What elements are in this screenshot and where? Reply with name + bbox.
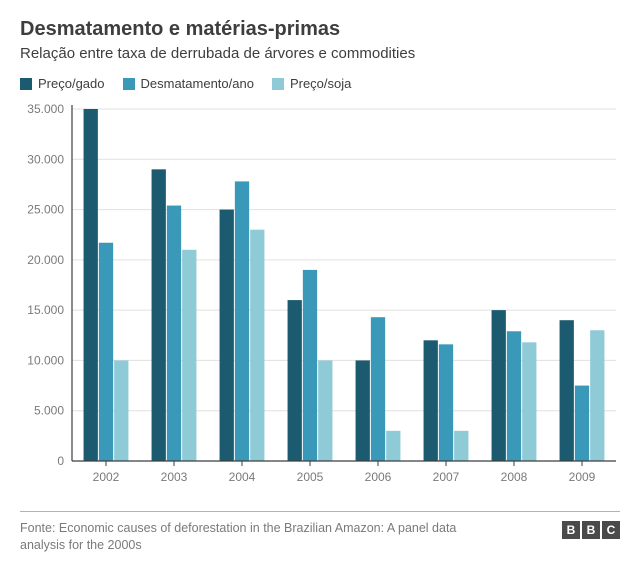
svg-text:2002: 2002 bbox=[93, 470, 120, 484]
legend-item: Preço/gado bbox=[20, 76, 105, 91]
bar bbox=[235, 181, 249, 461]
svg-text:5.000: 5.000 bbox=[34, 404, 64, 418]
legend-item: Preço/soja bbox=[272, 76, 351, 91]
bar bbox=[454, 431, 468, 461]
svg-text:15.000: 15.000 bbox=[27, 303, 64, 317]
bar bbox=[439, 344, 453, 461]
legend-label: Desmatamento/ano bbox=[141, 76, 254, 91]
bar bbox=[575, 386, 589, 461]
chart-subtitle: Relação entre taxa de derrubada de árvor… bbox=[20, 45, 620, 62]
bbc-block: B bbox=[562, 521, 580, 539]
bar bbox=[386, 431, 400, 461]
svg-text:20.000: 20.000 bbox=[27, 253, 64, 267]
footer: Fonte: Economic causes of deforestation … bbox=[20, 511, 620, 554]
legend-swatch bbox=[272, 78, 284, 90]
bar bbox=[220, 210, 234, 461]
bar bbox=[492, 310, 506, 461]
bar bbox=[560, 320, 574, 461]
legend: Preço/gado Desmatamento/ano Preço/soja bbox=[20, 76, 620, 91]
bar bbox=[152, 169, 166, 461]
bar bbox=[114, 360, 128, 461]
bar bbox=[303, 270, 317, 461]
bar bbox=[522, 342, 536, 461]
source-text: Fonte: Economic causes of deforestation … bbox=[20, 520, 500, 554]
svg-text:2005: 2005 bbox=[297, 470, 324, 484]
bar bbox=[424, 340, 438, 461]
bar bbox=[507, 331, 521, 461]
bbc-block: B bbox=[582, 521, 600, 539]
bar bbox=[182, 250, 196, 461]
bar bbox=[590, 330, 604, 461]
svg-text:2009: 2009 bbox=[569, 470, 596, 484]
bar bbox=[356, 360, 370, 461]
legend-item: Desmatamento/ano bbox=[123, 76, 254, 91]
svg-text:25.000: 25.000 bbox=[27, 203, 64, 217]
bar bbox=[318, 360, 332, 461]
svg-text:30.000: 30.000 bbox=[27, 152, 64, 166]
svg-text:2004: 2004 bbox=[229, 470, 256, 484]
legend-label: Preço/gado bbox=[38, 76, 105, 91]
svg-text:2007: 2007 bbox=[433, 470, 460, 484]
svg-text:2008: 2008 bbox=[501, 470, 528, 484]
bbc-logo: BBC bbox=[562, 521, 620, 539]
svg-text:35.000: 35.000 bbox=[27, 102, 64, 116]
bar-chart: 0 5.000 10.000 15.000 20.000 25.000 30.000 35.0… bbox=[20, 101, 620, 501]
svg-text:2006: 2006 bbox=[365, 470, 392, 484]
bar bbox=[371, 317, 385, 461]
bar bbox=[84, 109, 98, 461]
legend-label: Preço/soja bbox=[290, 76, 351, 91]
bar bbox=[99, 243, 113, 461]
bar bbox=[167, 206, 181, 461]
svg-text:10.000: 10.000 bbox=[27, 353, 64, 367]
legend-swatch bbox=[20, 78, 32, 90]
chart-svg: 0 5.000 10.000 15.000 20.000 25.000 30.000 35.0… bbox=[20, 101, 620, 496]
legend-swatch bbox=[123, 78, 135, 90]
chart-title: Desmatamento e matérias-primas bbox=[20, 18, 620, 41]
svg-text:2003: 2003 bbox=[161, 470, 188, 484]
svg-text:0: 0 bbox=[57, 454, 64, 468]
bbc-block: C bbox=[602, 521, 620, 539]
bar bbox=[250, 230, 264, 461]
bar bbox=[288, 300, 302, 461]
